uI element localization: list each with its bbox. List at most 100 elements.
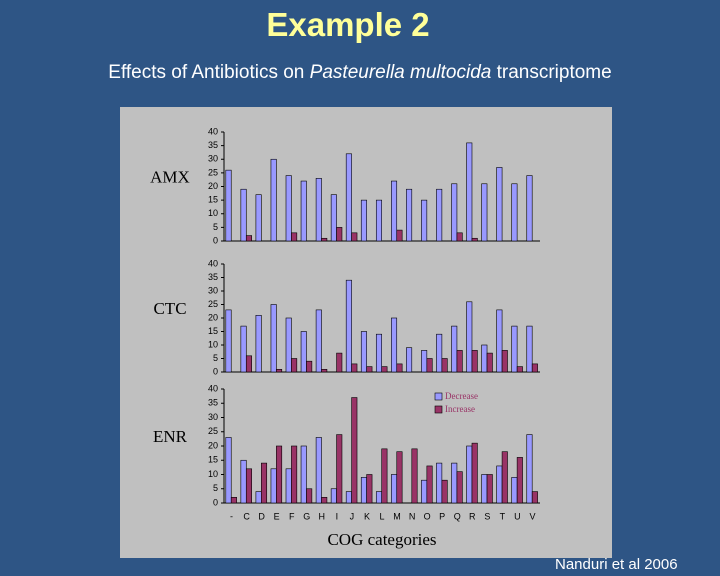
bar xyxy=(285,317,292,373)
bar xyxy=(406,347,413,373)
bar xyxy=(451,462,458,504)
x-tick-label: R xyxy=(469,511,476,521)
y-tick-label: 20 xyxy=(208,312,218,322)
bar xyxy=(436,188,443,242)
bar xyxy=(381,366,388,373)
bar xyxy=(381,448,388,504)
bar xyxy=(351,397,358,504)
bar xyxy=(240,325,247,373)
chart-label: CTC xyxy=(153,299,186,318)
bar xyxy=(270,158,277,242)
bar xyxy=(501,451,508,504)
bar xyxy=(391,474,398,504)
bar xyxy=(456,232,463,242)
y-tick-label: 30 xyxy=(208,412,218,422)
bar xyxy=(526,434,533,504)
x-tick-label: O xyxy=(424,511,431,521)
bar xyxy=(366,366,373,373)
bar xyxy=(315,437,322,504)
bar xyxy=(466,301,473,373)
x-tick-label: S xyxy=(484,511,490,521)
x-tick-label: E xyxy=(274,511,280,521)
y-tick-label: 40 xyxy=(208,258,218,268)
x-tick-label: T xyxy=(500,511,506,521)
x-axis-label: COG categories xyxy=(327,530,436,549)
y-tick-label: 10 xyxy=(208,469,218,479)
legend-swatch xyxy=(434,392,443,401)
bar xyxy=(516,366,523,373)
x-tick-label: D xyxy=(258,511,265,521)
y-tick-label: 0 xyxy=(213,235,218,245)
bar xyxy=(285,468,292,504)
bar xyxy=(336,352,343,373)
bar xyxy=(276,368,283,373)
x-tick-label: U xyxy=(514,511,521,521)
bar xyxy=(486,352,493,373)
bar xyxy=(300,180,307,242)
bar xyxy=(481,183,488,242)
bar xyxy=(321,237,328,242)
bar xyxy=(471,350,478,373)
bar xyxy=(516,457,523,504)
bar xyxy=(245,468,252,504)
bar xyxy=(391,180,398,242)
bar xyxy=(285,175,292,242)
slide-title: Example 2 xyxy=(266,6,430,43)
bar xyxy=(255,491,262,504)
bar xyxy=(270,468,277,504)
legend-label: Decrease xyxy=(445,391,478,401)
x-tick-label: I xyxy=(336,511,339,521)
bar xyxy=(421,199,428,242)
bar xyxy=(456,471,463,504)
y-tick-label: 15 xyxy=(208,195,218,205)
bar xyxy=(291,232,298,242)
bar xyxy=(481,474,488,504)
y-tick-label: 5 xyxy=(213,483,218,493)
bar xyxy=(436,462,443,504)
y-tick-label: 0 xyxy=(213,366,218,376)
bar xyxy=(496,465,503,504)
x-tick-label: P xyxy=(439,511,445,521)
y-tick-label: 40 xyxy=(208,383,218,393)
y-tick-label: 35 xyxy=(208,140,218,150)
bar xyxy=(366,474,373,504)
bar xyxy=(531,363,538,373)
bar xyxy=(511,183,518,242)
bar xyxy=(291,445,298,504)
y-tick-label: 20 xyxy=(208,181,218,191)
bar xyxy=(336,227,343,242)
bar xyxy=(230,496,237,504)
bar xyxy=(436,333,443,373)
bar xyxy=(526,325,533,373)
bar xyxy=(375,491,382,504)
bar xyxy=(421,479,428,504)
bar xyxy=(351,232,358,242)
slide-subtitle: Effects of Antibiotics on Pasteurella mu… xyxy=(0,62,720,84)
bar xyxy=(240,459,247,504)
bar xyxy=(396,363,403,373)
chart-label: AMX xyxy=(150,167,190,186)
x-tick-label: V xyxy=(529,511,535,521)
y-tick-label: 20 xyxy=(208,440,218,450)
y-tick-label: 10 xyxy=(208,208,218,218)
y-tick-label: 10 xyxy=(208,339,218,349)
bar xyxy=(471,237,478,242)
subtitle-species: Pasteurella multocida xyxy=(309,62,492,83)
bar xyxy=(375,199,382,242)
bar xyxy=(426,358,433,373)
bar xyxy=(511,477,518,504)
bar xyxy=(466,142,473,242)
bar xyxy=(441,479,448,504)
bar xyxy=(255,194,262,242)
x-tick-label: - xyxy=(230,511,233,521)
bar xyxy=(321,496,328,504)
bar xyxy=(345,279,352,373)
x-tick-label: Q xyxy=(454,511,461,521)
bar xyxy=(270,304,277,373)
bar xyxy=(396,229,403,242)
bar xyxy=(451,325,458,373)
x-tick-label: K xyxy=(364,511,370,521)
bar xyxy=(396,451,403,504)
